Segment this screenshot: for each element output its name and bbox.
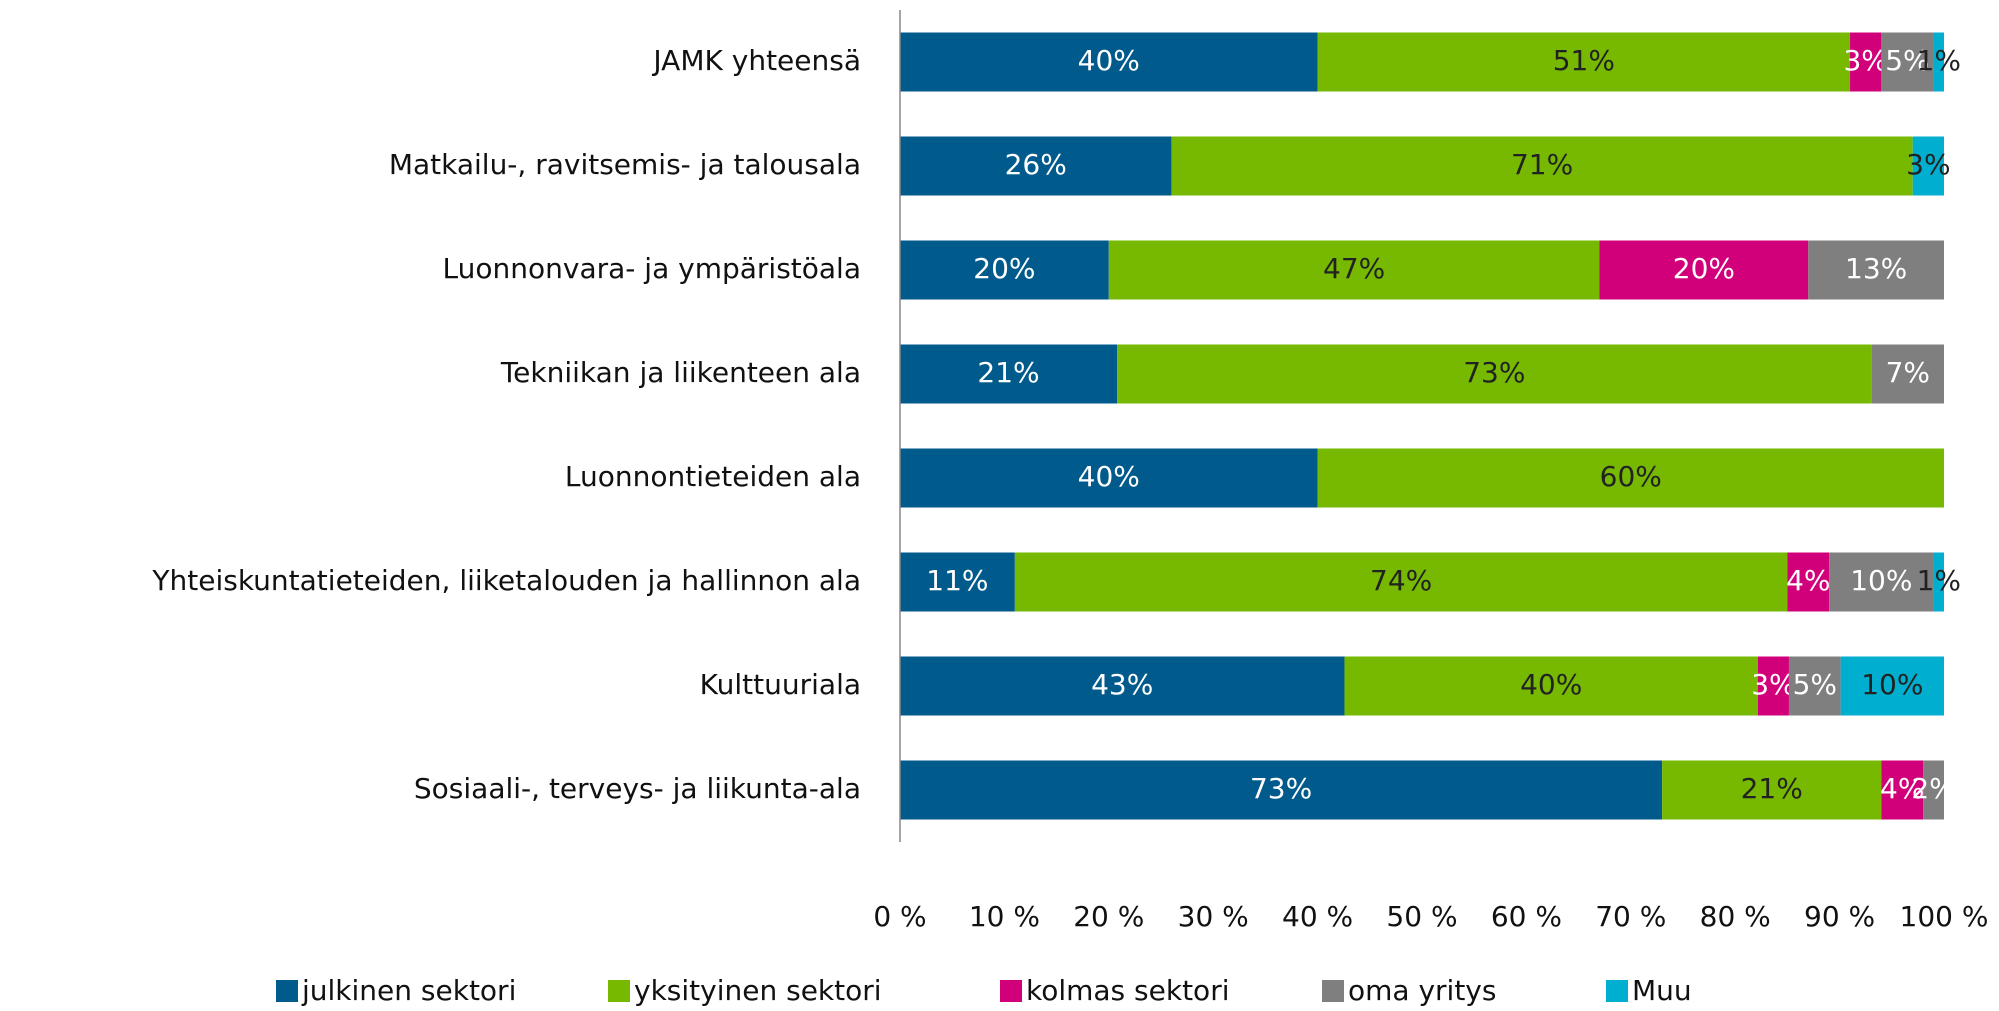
bar-segment xyxy=(900,656,1345,716)
legend-swatch xyxy=(1322,980,1344,1002)
bar-segment xyxy=(1599,240,1809,300)
data-label: 73% xyxy=(1463,356,1525,389)
bar-segment xyxy=(1933,32,1944,92)
data-label: 40% xyxy=(1078,44,1140,77)
legend-label: julkinen sektori xyxy=(301,974,516,1007)
legend-swatch xyxy=(276,980,298,1002)
x-tick-label: 50 % xyxy=(1386,900,1457,933)
bar-segment xyxy=(900,32,1318,92)
y-tick-label: JAMK yhteensä xyxy=(651,44,861,77)
bar-segment xyxy=(1757,656,1789,716)
bar-segment xyxy=(1808,240,1944,300)
bar-segment xyxy=(900,760,1663,820)
bar-segment xyxy=(900,240,1109,300)
data-label: 21% xyxy=(1741,772,1803,805)
data-label: 26% xyxy=(1005,148,1067,181)
bar-segment xyxy=(1108,240,1600,300)
bar-segment xyxy=(1317,448,1944,508)
legend-swatch xyxy=(608,980,630,1002)
data-label: 3% xyxy=(1843,44,1887,77)
legend-label: kolmas sektori xyxy=(1026,974,1229,1007)
bar-segment xyxy=(1788,656,1841,716)
data-label: 3% xyxy=(1906,148,1950,181)
bar-segment xyxy=(1344,656,1758,716)
data-label: 4% xyxy=(1880,772,1924,805)
data-label: 1% xyxy=(1917,44,1961,77)
data-label: 10% xyxy=(1850,564,1912,597)
legend-label: Muu xyxy=(1632,974,1692,1007)
data-label: 20% xyxy=(973,252,1035,285)
data-label: 21% xyxy=(977,356,1039,389)
x-tick-label: 40 % xyxy=(1282,900,1353,933)
data-label: 1% xyxy=(1917,564,1961,597)
data-label: 3% xyxy=(1751,668,1795,701)
data-label: 73% xyxy=(1250,772,1312,805)
bar-segment xyxy=(1881,32,1934,92)
x-tick-label: 0 % xyxy=(873,900,926,933)
data-label: 2% xyxy=(1911,772,1955,805)
bar-segment xyxy=(1787,552,1830,612)
data-label: 51% xyxy=(1553,44,1615,77)
y-tick-label: Matkailu-, ravitsemis- ja talousala xyxy=(389,148,861,181)
data-label: 13% xyxy=(1845,252,1907,285)
x-tick-label: 20 % xyxy=(1073,900,1144,933)
x-tick-label: 90 % xyxy=(1804,900,1875,933)
data-label: 47% xyxy=(1323,252,1385,285)
data-label: 74% xyxy=(1370,564,1432,597)
data-label: 10% xyxy=(1861,668,1923,701)
data-label: 11% xyxy=(926,564,988,597)
legend-swatch xyxy=(1606,980,1628,1002)
data-label: 43% xyxy=(1091,668,1153,701)
data-label: 7% xyxy=(1886,356,1930,389)
data-label: 5% xyxy=(1885,44,1929,77)
bar-segment xyxy=(1912,136,1944,196)
bar-segment xyxy=(1829,552,1934,612)
bar-segment xyxy=(1117,344,1872,404)
y-tick-label: Luonnonvara- ja ympäristöala xyxy=(443,252,861,285)
data-label: 40% xyxy=(1078,460,1140,493)
y-tick-label: Luonnontieteiden ala xyxy=(565,460,861,493)
legend-label: oma yritys xyxy=(1348,974,1496,1007)
bar-segment xyxy=(1933,552,1944,612)
y-tick-label: Kulttuuriala xyxy=(700,668,861,701)
data-label: 60% xyxy=(1600,460,1662,493)
x-tick-label: 100 % xyxy=(1900,900,1989,933)
x-tick-label: 70 % xyxy=(1595,900,1666,933)
x-tick-label: 60 % xyxy=(1491,900,1562,933)
y-tick-label: Sosiaali-, terveys- ja liikunta-ala xyxy=(414,772,861,805)
data-label: 71% xyxy=(1511,148,1573,181)
x-tick-label: 10 % xyxy=(969,900,1040,933)
legend-swatch xyxy=(1000,980,1022,1002)
bar-segment xyxy=(1014,552,1788,612)
bar-segment xyxy=(900,552,1015,612)
data-label: 4% xyxy=(1786,564,1830,597)
bar-segment xyxy=(1850,32,1882,92)
x-tick-label: 80 % xyxy=(1700,900,1771,933)
legend-label: yksityinen sektori xyxy=(634,974,882,1007)
bar-segment xyxy=(900,136,1172,196)
bar-segment xyxy=(1923,760,1944,820)
bar-segment xyxy=(1871,344,1944,404)
data-label: 5% xyxy=(1793,668,1837,701)
bar-segment xyxy=(1171,136,1913,196)
bar-segment xyxy=(900,448,1318,508)
bar-segment xyxy=(1662,760,1882,820)
y-tick-label: Yhteiskuntatieteiden, liiketalouden ja h… xyxy=(151,564,861,597)
bar-segment xyxy=(900,344,1118,404)
x-tick-label: 30 % xyxy=(1178,900,1249,933)
bar-segment xyxy=(1881,760,1924,820)
data-label: 40% xyxy=(1520,668,1582,701)
data-label: 20% xyxy=(1673,252,1735,285)
bar-segment xyxy=(1840,656,1944,716)
y-tick-label: Tekniikan ja liikenteen ala xyxy=(500,356,861,389)
bar-segment xyxy=(1317,32,1851,92)
